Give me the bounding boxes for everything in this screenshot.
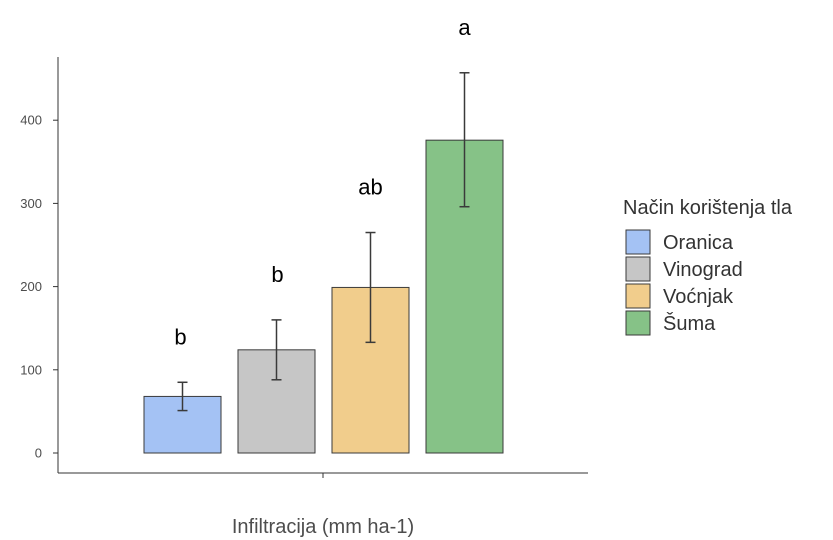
bar bbox=[425, 139, 504, 454]
error-bar bbox=[271, 319, 282, 381]
legend-label: Voćnjak bbox=[663, 286, 734, 308]
legend-item: Šuma bbox=[625, 310, 716, 336]
significance-label: b bbox=[174, 324, 186, 349]
legend-label: Šuma bbox=[663, 312, 716, 335]
y-tick-label: 400 bbox=[20, 113, 42, 128]
legend-item: Oranica bbox=[625, 229, 734, 255]
error-bar bbox=[459, 72, 470, 208]
significance-label: b bbox=[271, 262, 283, 287]
y-tick-label: 0 bbox=[35, 446, 42, 461]
significance-labels: b b ab a bbox=[174, 15, 471, 350]
y-ticks: 0 100 200 300 400 bbox=[20, 113, 58, 461]
x-axis-label: Infiltracija (mm ha-1) bbox=[232, 516, 414, 538]
legend-swatch bbox=[625, 256, 651, 282]
error-bar bbox=[177, 381, 188, 412]
bars bbox=[143, 139, 504, 454]
error-bars bbox=[177, 72, 470, 412]
y-tick-label: 300 bbox=[20, 196, 42, 211]
legend-items: Oranica Vinograd Voćnjak Šuma bbox=[625, 229, 743, 336]
legend-swatch bbox=[625, 310, 651, 336]
legend-swatch bbox=[625, 283, 651, 309]
legend-item: Voćnjak bbox=[625, 283, 734, 309]
legend-label: Oranica bbox=[663, 232, 734, 254]
legend-swatch bbox=[625, 229, 651, 255]
legend-item: Vinograd bbox=[625, 256, 743, 282]
y-tick-label: 200 bbox=[20, 279, 42, 294]
significance-label: a bbox=[458, 15, 471, 40]
axes bbox=[57, 57, 588, 478]
y-tick-label: 100 bbox=[20, 362, 42, 377]
legend: Način korištenja tla Oranica Vinograd Voćn… bbox=[623, 197, 793, 336]
legend-title: Način korištenja tla bbox=[623, 197, 793, 219]
significance-label: ab bbox=[358, 175, 382, 200]
error-bar bbox=[365, 231, 376, 344]
legend-label: Vinograd bbox=[663, 259, 743, 281]
